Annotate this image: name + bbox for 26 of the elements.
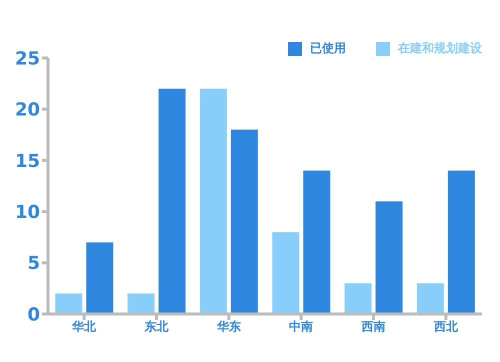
y-tick-label: 20 bbox=[14, 100, 40, 121]
y-tick-label: 25 bbox=[14, 48, 40, 70]
bar bbox=[230, 130, 258, 314]
bar bbox=[376, 201, 403, 314]
bar bbox=[86, 242, 114, 314]
x-tick-label: 华北 bbox=[71, 320, 98, 334]
bar bbox=[128, 294, 155, 314]
bar bbox=[344, 283, 372, 314]
y-tick-label: 0 bbox=[27, 304, 40, 326]
bar bbox=[158, 88, 186, 314]
y-tick-label: 15 bbox=[14, 150, 40, 172]
bar bbox=[303, 170, 330, 314]
x-tick-label: 中南 bbox=[289, 320, 314, 334]
x-tick-label: 西南 bbox=[360, 320, 386, 334]
x-tick-label: 东北 bbox=[144, 320, 170, 334]
legend-label: 在建和规划建设 bbox=[398, 40, 482, 57]
legend-label: 已使用 bbox=[310, 40, 346, 57]
bar bbox=[448, 170, 475, 314]
y-tick-label: 10 bbox=[14, 202, 40, 223]
bar bbox=[272, 232, 300, 314]
y-tick-label: 5 bbox=[27, 253, 40, 274]
x-tick-label: 西北 bbox=[432, 320, 459, 334]
bar bbox=[200, 88, 227, 314]
bar bbox=[416, 283, 444, 314]
bar bbox=[55, 294, 82, 314]
x-tick-label: 华东 bbox=[216, 320, 241, 334]
